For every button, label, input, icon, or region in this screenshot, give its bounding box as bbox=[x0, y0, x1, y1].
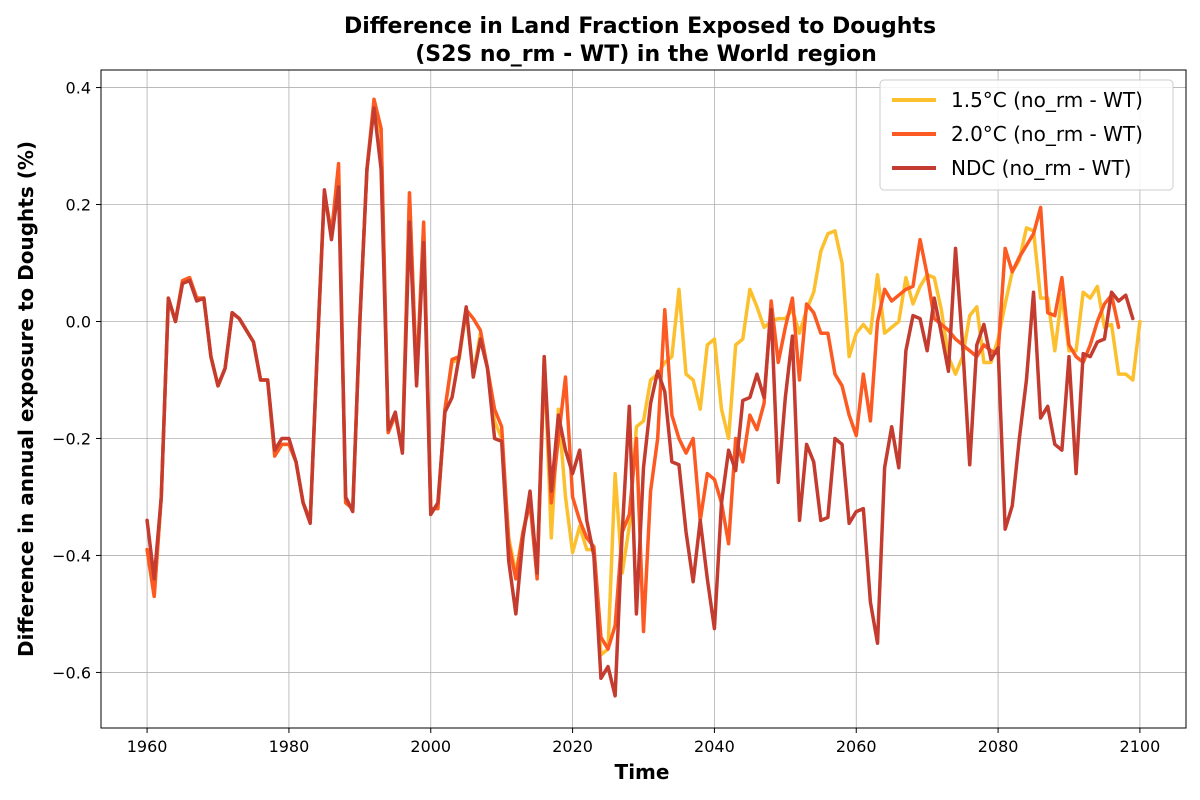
x-tick-label: 2100 bbox=[1120, 737, 1161, 756]
y-tick-label: 0.2 bbox=[66, 196, 91, 215]
y-axis: −0.6 −0.4 −0.2 0.0 0.2 0.4 bbox=[52, 79, 101, 682]
x-tick-label: 2040 bbox=[694, 737, 735, 756]
chart-title: Difference in Land Fraction Exposed to D… bbox=[344, 14, 936, 39]
legend-label-1p5: 1.5°C (no_rm - WT) bbox=[951, 88, 1143, 112]
y-tick-label: 0.4 bbox=[66, 79, 91, 98]
y-tick-label: 0.0 bbox=[66, 313, 91, 332]
legend-frame bbox=[879, 79, 1174, 191]
legend: 1.5°C (no_rm - WT) 2.0°C (no_rm - WT) ND… bbox=[879, 79, 1174, 191]
x-axis-label: Time bbox=[615, 760, 670, 784]
x-tick-label: 2060 bbox=[836, 737, 877, 756]
y-tick-label: −0.6 bbox=[52, 663, 91, 682]
x-tick-label: 1960 bbox=[127, 737, 168, 756]
series-line-2 bbox=[145, 106, 1135, 698]
x-tick-label: 1980 bbox=[269, 737, 310, 756]
series-lines bbox=[145, 97, 1142, 698]
x-tick-label: 2020 bbox=[552, 737, 593, 756]
y-tick-label: −0.2 bbox=[52, 429, 91, 448]
y-tick-label: −0.4 bbox=[52, 546, 91, 565]
legend-label-2p0: 2.0°C (no_rm - WT) bbox=[951, 122, 1143, 146]
x-tick-label: 2080 bbox=[978, 737, 1019, 756]
chart-subtitle: (S2S no_rm - WT) in the World region bbox=[415, 42, 877, 67]
x-axis: 1960 1980 2000 2020 2040 2060 2080 2100 bbox=[127, 728, 1161, 756]
y-axis-label: Difference in annual exposure to Doughts… bbox=[14, 141, 38, 657]
plot-frame bbox=[100, 69, 1187, 729]
x-tick-label: 2000 bbox=[410, 737, 451, 756]
legend-label-ndc: NDC (no_rm - WT) bbox=[951, 156, 1131, 180]
